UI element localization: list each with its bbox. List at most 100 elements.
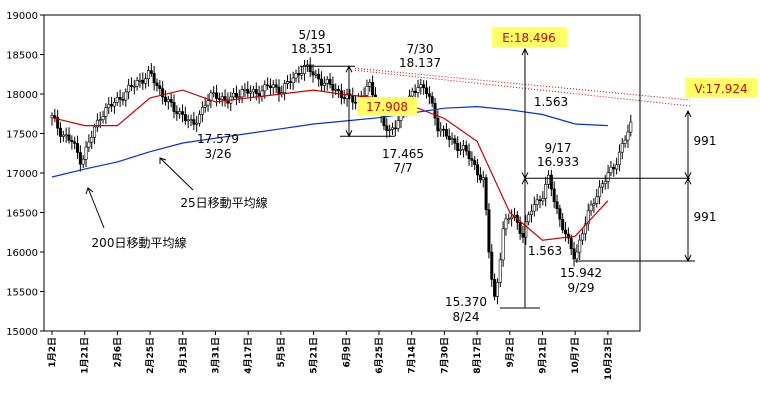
ma200-pointer-head — [85, 187, 94, 195]
candle-body — [615, 164, 619, 170]
x-tick-label: 8月17日 — [472, 337, 483, 374]
candle-body — [317, 73, 321, 80]
candle-body — [178, 111, 182, 115]
candle-body — [67, 134, 71, 141]
candle-body — [158, 85, 162, 89]
candle-body — [419, 84, 423, 88]
diff-lower-991: 991 — [694, 210, 717, 224]
candle-body — [223, 96, 227, 101]
candle-body — [606, 172, 610, 182]
x-tick-label: 9月2日 — [505, 337, 516, 368]
candle-body — [354, 101, 358, 104]
guide-lines — [85, 47, 695, 309]
y-tick-label: 18500 — [6, 51, 38, 62]
candle-body — [436, 117, 440, 132]
candle-body — [124, 91, 128, 101]
candle-body — [146, 70, 150, 79]
candle-body — [410, 90, 414, 97]
candle-body — [243, 88, 247, 91]
candle-body — [240, 89, 244, 98]
candle-body — [495, 281, 499, 297]
candle-body — [461, 145, 465, 150]
candle-body — [291, 77, 295, 84]
candle-body — [450, 138, 454, 140]
candle-body — [430, 96, 434, 104]
candle-body — [73, 141, 77, 144]
candle-body — [76, 143, 80, 153]
candle-body — [552, 188, 556, 203]
candle-body — [101, 116, 105, 120]
candle-body — [303, 64, 307, 74]
candle-body — [464, 145, 468, 152]
v-value-box — [685, 78, 757, 98]
candle-body — [481, 177, 485, 181]
candle-body — [456, 143, 460, 152]
ma25-pointer-head — [159, 157, 167, 164]
candle-body — [385, 125, 389, 131]
arrow-991-bottom — [684, 254, 692, 263]
candle-body — [328, 79, 332, 85]
x-tick-label: 1月21日 — [80, 337, 91, 374]
candle-body — [351, 95, 355, 103]
plot-border — [43, 14, 641, 332]
candle-body — [212, 92, 216, 95]
candle-body — [578, 239, 582, 253]
y-tick-label: 19000 — [6, 11, 38, 22]
candle-body — [595, 196, 599, 204]
candle-body — [237, 96, 241, 99]
ma200-label: 200日移動平均線 — [92, 235, 187, 250]
annotation-9-17-date: 9/17 — [545, 141, 572, 155]
annotation-5-19-date: 5/19 — [299, 28, 326, 42]
annotation-7-30-date: 7/30 — [407, 42, 434, 56]
x-tick-label: 2月25日 — [145, 337, 156, 374]
candle-body — [467, 150, 471, 160]
candle-body — [300, 73, 304, 76]
candle-body — [620, 143, 624, 153]
candle-body — [166, 99, 170, 103]
candle-body — [541, 198, 545, 202]
candle-body — [609, 166, 613, 174]
candle-body — [200, 107, 204, 115]
candle-body — [598, 186, 602, 198]
candle-body — [549, 174, 553, 190]
candle-body — [56, 117, 60, 129]
candle-body — [110, 104, 114, 107]
arrow-up-5-19 — [345, 65, 353, 73]
candle-body — [283, 83, 287, 93]
candle-body — [121, 99, 125, 101]
candle-body — [425, 87, 429, 95]
candle-body — [59, 127, 63, 137]
x-tick-label: 7月14日 — [407, 337, 418, 374]
x-tick-label: 6月9日 — [341, 337, 352, 368]
candle-body — [388, 129, 392, 131]
candle-body — [368, 82, 372, 87]
v-value-label: V:17.924 — [694, 82, 747, 96]
candle-body — [70, 139, 74, 143]
candlestick-series — [50, 57, 633, 305]
candle-body — [564, 229, 568, 235]
x-tick-label: 10月23日 — [603, 337, 614, 380]
candle-body — [331, 84, 335, 91]
candle-body — [459, 149, 463, 152]
candle-body — [263, 84, 267, 92]
candle-body — [490, 251, 494, 280]
candle-body — [555, 201, 559, 209]
candle-body — [581, 233, 585, 241]
candle-body — [470, 158, 474, 161]
x-tick-label: 5月5日 — [276, 337, 287, 368]
candle-body — [504, 218, 508, 230]
candle-body — [132, 85, 136, 88]
candle-body — [345, 93, 349, 99]
annotation-9-17-value: 16.933 — [537, 155, 579, 169]
candle-body — [115, 97, 119, 103]
x-tick-label: 6月25日 — [374, 337, 385, 374]
candle-body — [535, 199, 539, 205]
candle-body — [311, 71, 315, 76]
mid-value-box — [357, 97, 417, 116]
candle-body — [498, 259, 502, 283]
x-tick-label: 5月21日 — [309, 337, 320, 374]
candle-body — [442, 128, 446, 131]
candle-body — [107, 104, 111, 108]
candle-body — [396, 120, 400, 129]
